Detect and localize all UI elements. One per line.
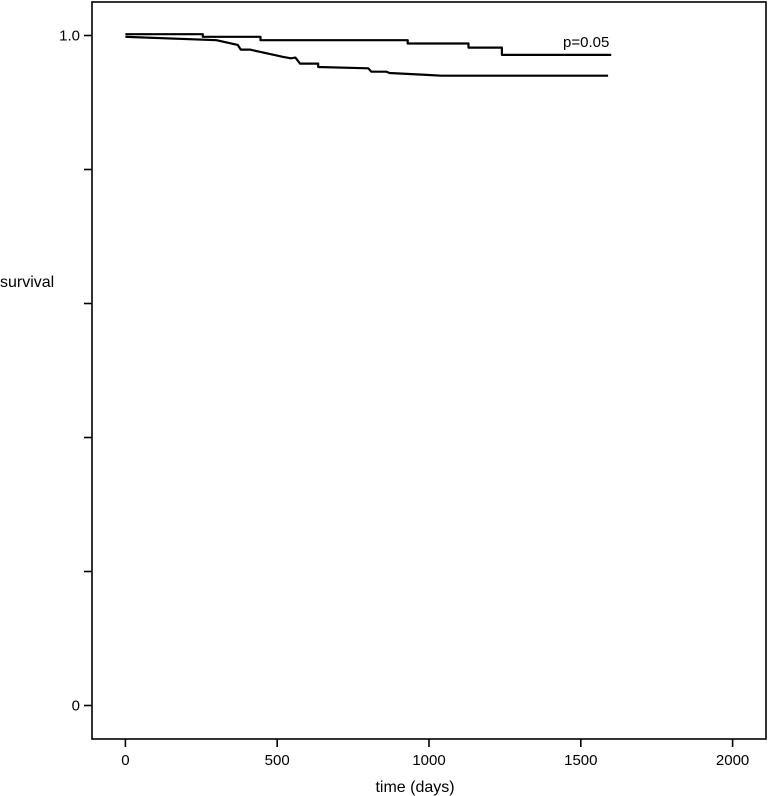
x-axis: 0 500 1000 1500 2000 [121,739,749,769]
p-value-annotation: p=0.05 [563,34,609,51]
y-axis-title: survival [0,274,54,291]
x-axis-title: time (days) [375,779,454,796]
y-tick-label-0: 0 [72,698,80,715]
plot-frame [91,1,767,740]
x-tick-label-2: 1000 [412,752,445,769]
x-tick-label-4: 2000 [716,752,749,769]
survival-curve-1 [125,33,612,57]
survival-curve-2 [125,35,609,77]
x-tick-label-1: 500 [265,752,290,769]
series-layer [125,33,612,77]
x-tick-label-0: 0 [121,752,129,769]
y-tick-label-5: 1.0 [59,28,80,45]
x-tick-label-3: 1500 [564,752,597,769]
y-axis: 01.0 [59,28,92,715]
